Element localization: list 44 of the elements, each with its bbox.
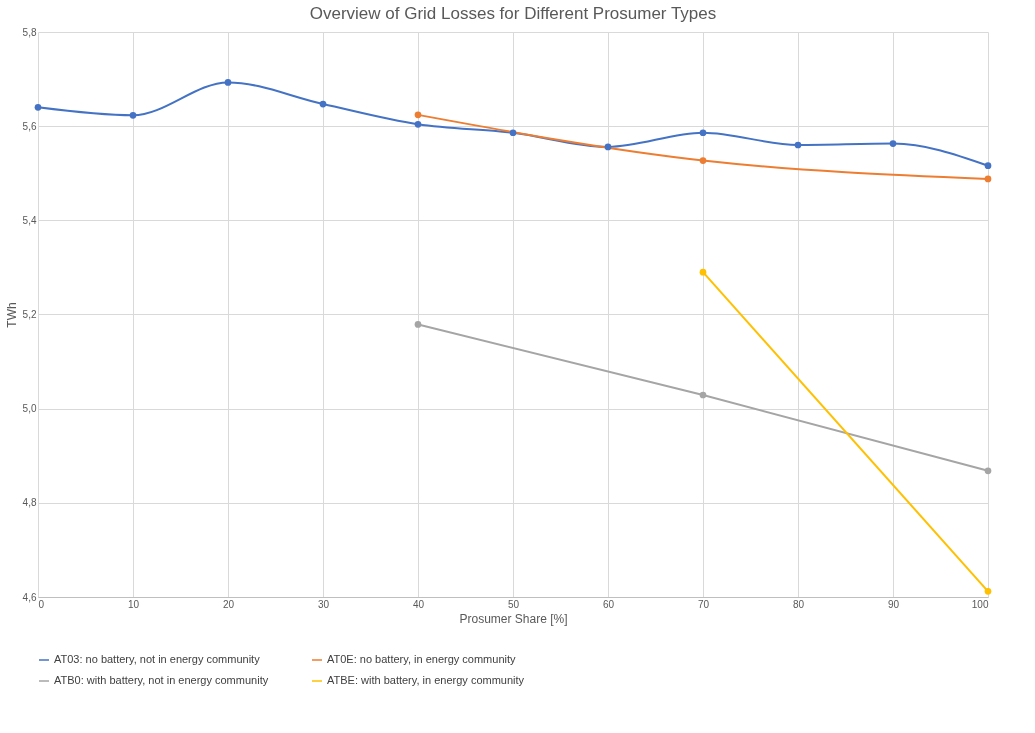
x-tick-label: 70 bbox=[697, 598, 710, 610]
legend-label: ATBE: with battery, in energy community bbox=[327, 674, 525, 686]
y-axis-title: TWh bbox=[4, 302, 19, 328]
point bbox=[984, 588, 992, 595]
x-tick-label: 40 bbox=[412, 598, 425, 610]
y-tick-label: 5,4 bbox=[22, 214, 37, 226]
y-tick-label: 5,0 bbox=[22, 403, 37, 415]
point bbox=[984, 467, 992, 475]
x-tick-label: 0 bbox=[38, 598, 45, 610]
point bbox=[889, 140, 897, 147]
x-axis-title: Prosumer Share [%] bbox=[459, 611, 568, 626]
point bbox=[699, 129, 707, 137]
point bbox=[319, 100, 327, 108]
point bbox=[414, 111, 422, 119]
x-tick-label: 10 bbox=[127, 598, 140, 610]
legend-label: AT0E: no battery, in energy community bbox=[327, 653, 517, 665]
chart-title: Overview of Grid Losses for Different Prosumer Types bbox=[309, 4, 717, 23]
legend-label: AT03: no battery, not in energy community bbox=[54, 653, 261, 665]
point bbox=[699, 157, 707, 164]
point bbox=[699, 268, 707, 276]
x-tick-label: 50 bbox=[507, 598, 520, 610]
point bbox=[34, 103, 42, 111]
legend-label: ATB0: with battery, not in energy community bbox=[54, 674, 269, 686]
point bbox=[224, 79, 232, 86]
point bbox=[509, 129, 517, 137]
point bbox=[699, 391, 707, 399]
point bbox=[414, 321, 422, 328]
x-tick-label: 60 bbox=[602, 598, 615, 610]
x-tick-label: 30 bbox=[317, 598, 330, 610]
y-tick-label: 4,8 bbox=[22, 497, 37, 509]
point bbox=[794, 141, 802, 149]
y-tick-label: 5,8 bbox=[22, 26, 37, 38]
point bbox=[984, 162, 992, 170]
x-tick-label: 20 bbox=[222, 598, 235, 610]
point bbox=[414, 120, 422, 128]
y-tick-label: 5,2 bbox=[22, 309, 37, 320]
x-tick-label: 80 bbox=[792, 598, 805, 610]
y-tick-label: 5,6 bbox=[22, 120, 37, 132]
y-tick-label: 4,6 bbox=[22, 591, 37, 603]
x-tick-label: 100 bbox=[971, 598, 989, 610]
point bbox=[984, 175, 992, 183]
x-tick-label: 90 bbox=[887, 598, 900, 610]
point bbox=[604, 143, 612, 151]
point bbox=[129, 111, 137, 119]
